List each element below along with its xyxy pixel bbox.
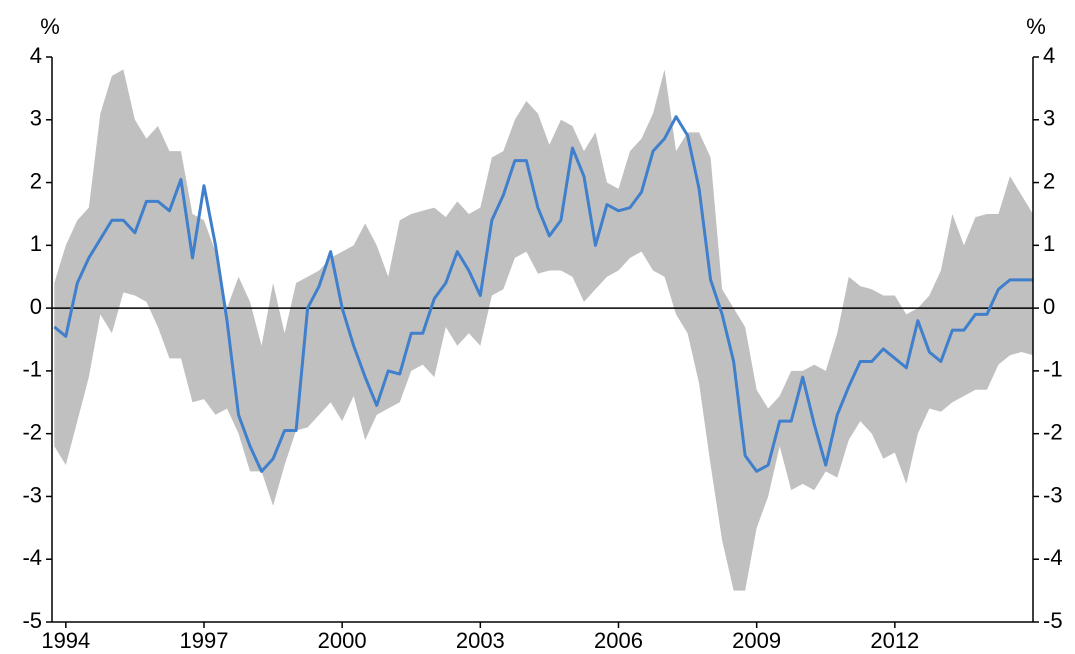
y2-tick-label: -5 <box>1043 608 1063 633</box>
y2-tick-label: 0 <box>1043 294 1055 319</box>
y2-tick-label: 2 <box>1043 168 1055 193</box>
y-tick-label: -4 <box>22 545 42 570</box>
range-band <box>54 69 1034 591</box>
y2-tick-label: 4 <box>1043 43 1055 68</box>
y-tick-label: 2 <box>30 168 42 193</box>
y2-tick-label: -1 <box>1043 357 1063 382</box>
x-tick-label: 1994 <box>41 628 90 653</box>
y-axis-label: % <box>40 14 60 39</box>
x-tick-label: 2006 <box>594 628 643 653</box>
y-tick-label: 3 <box>30 106 42 131</box>
y2-tick-label: 1 <box>1043 231 1055 256</box>
y2-tick-label: 3 <box>1043 106 1055 131</box>
y2-tick-label: -2 <box>1043 419 1063 444</box>
y2-axis-label: % <box>1026 14 1046 39</box>
y-tick-label: -3 <box>22 482 42 507</box>
y2-tick-label: -4 <box>1043 545 1063 570</box>
x-tick-label: 2012 <box>870 628 919 653</box>
data-line <box>53 115 1033 473</box>
x-tick-label: 2000 <box>318 628 367 653</box>
y2-tick-label: -3 <box>1043 482 1063 507</box>
y-tick-label: -2 <box>22 419 42 444</box>
y-tick-label: -1 <box>22 357 42 382</box>
y-tick-label: 4 <box>30 43 42 68</box>
x-tick-label: 2009 <box>732 628 781 653</box>
y-tick-label: -5 <box>22 608 42 633</box>
x-tick-label: 1997 <box>180 628 229 653</box>
x-tick-label: 2003 <box>456 628 505 653</box>
y-tick-label: 1 <box>30 231 42 256</box>
y-tick-label: 0 <box>30 294 42 319</box>
